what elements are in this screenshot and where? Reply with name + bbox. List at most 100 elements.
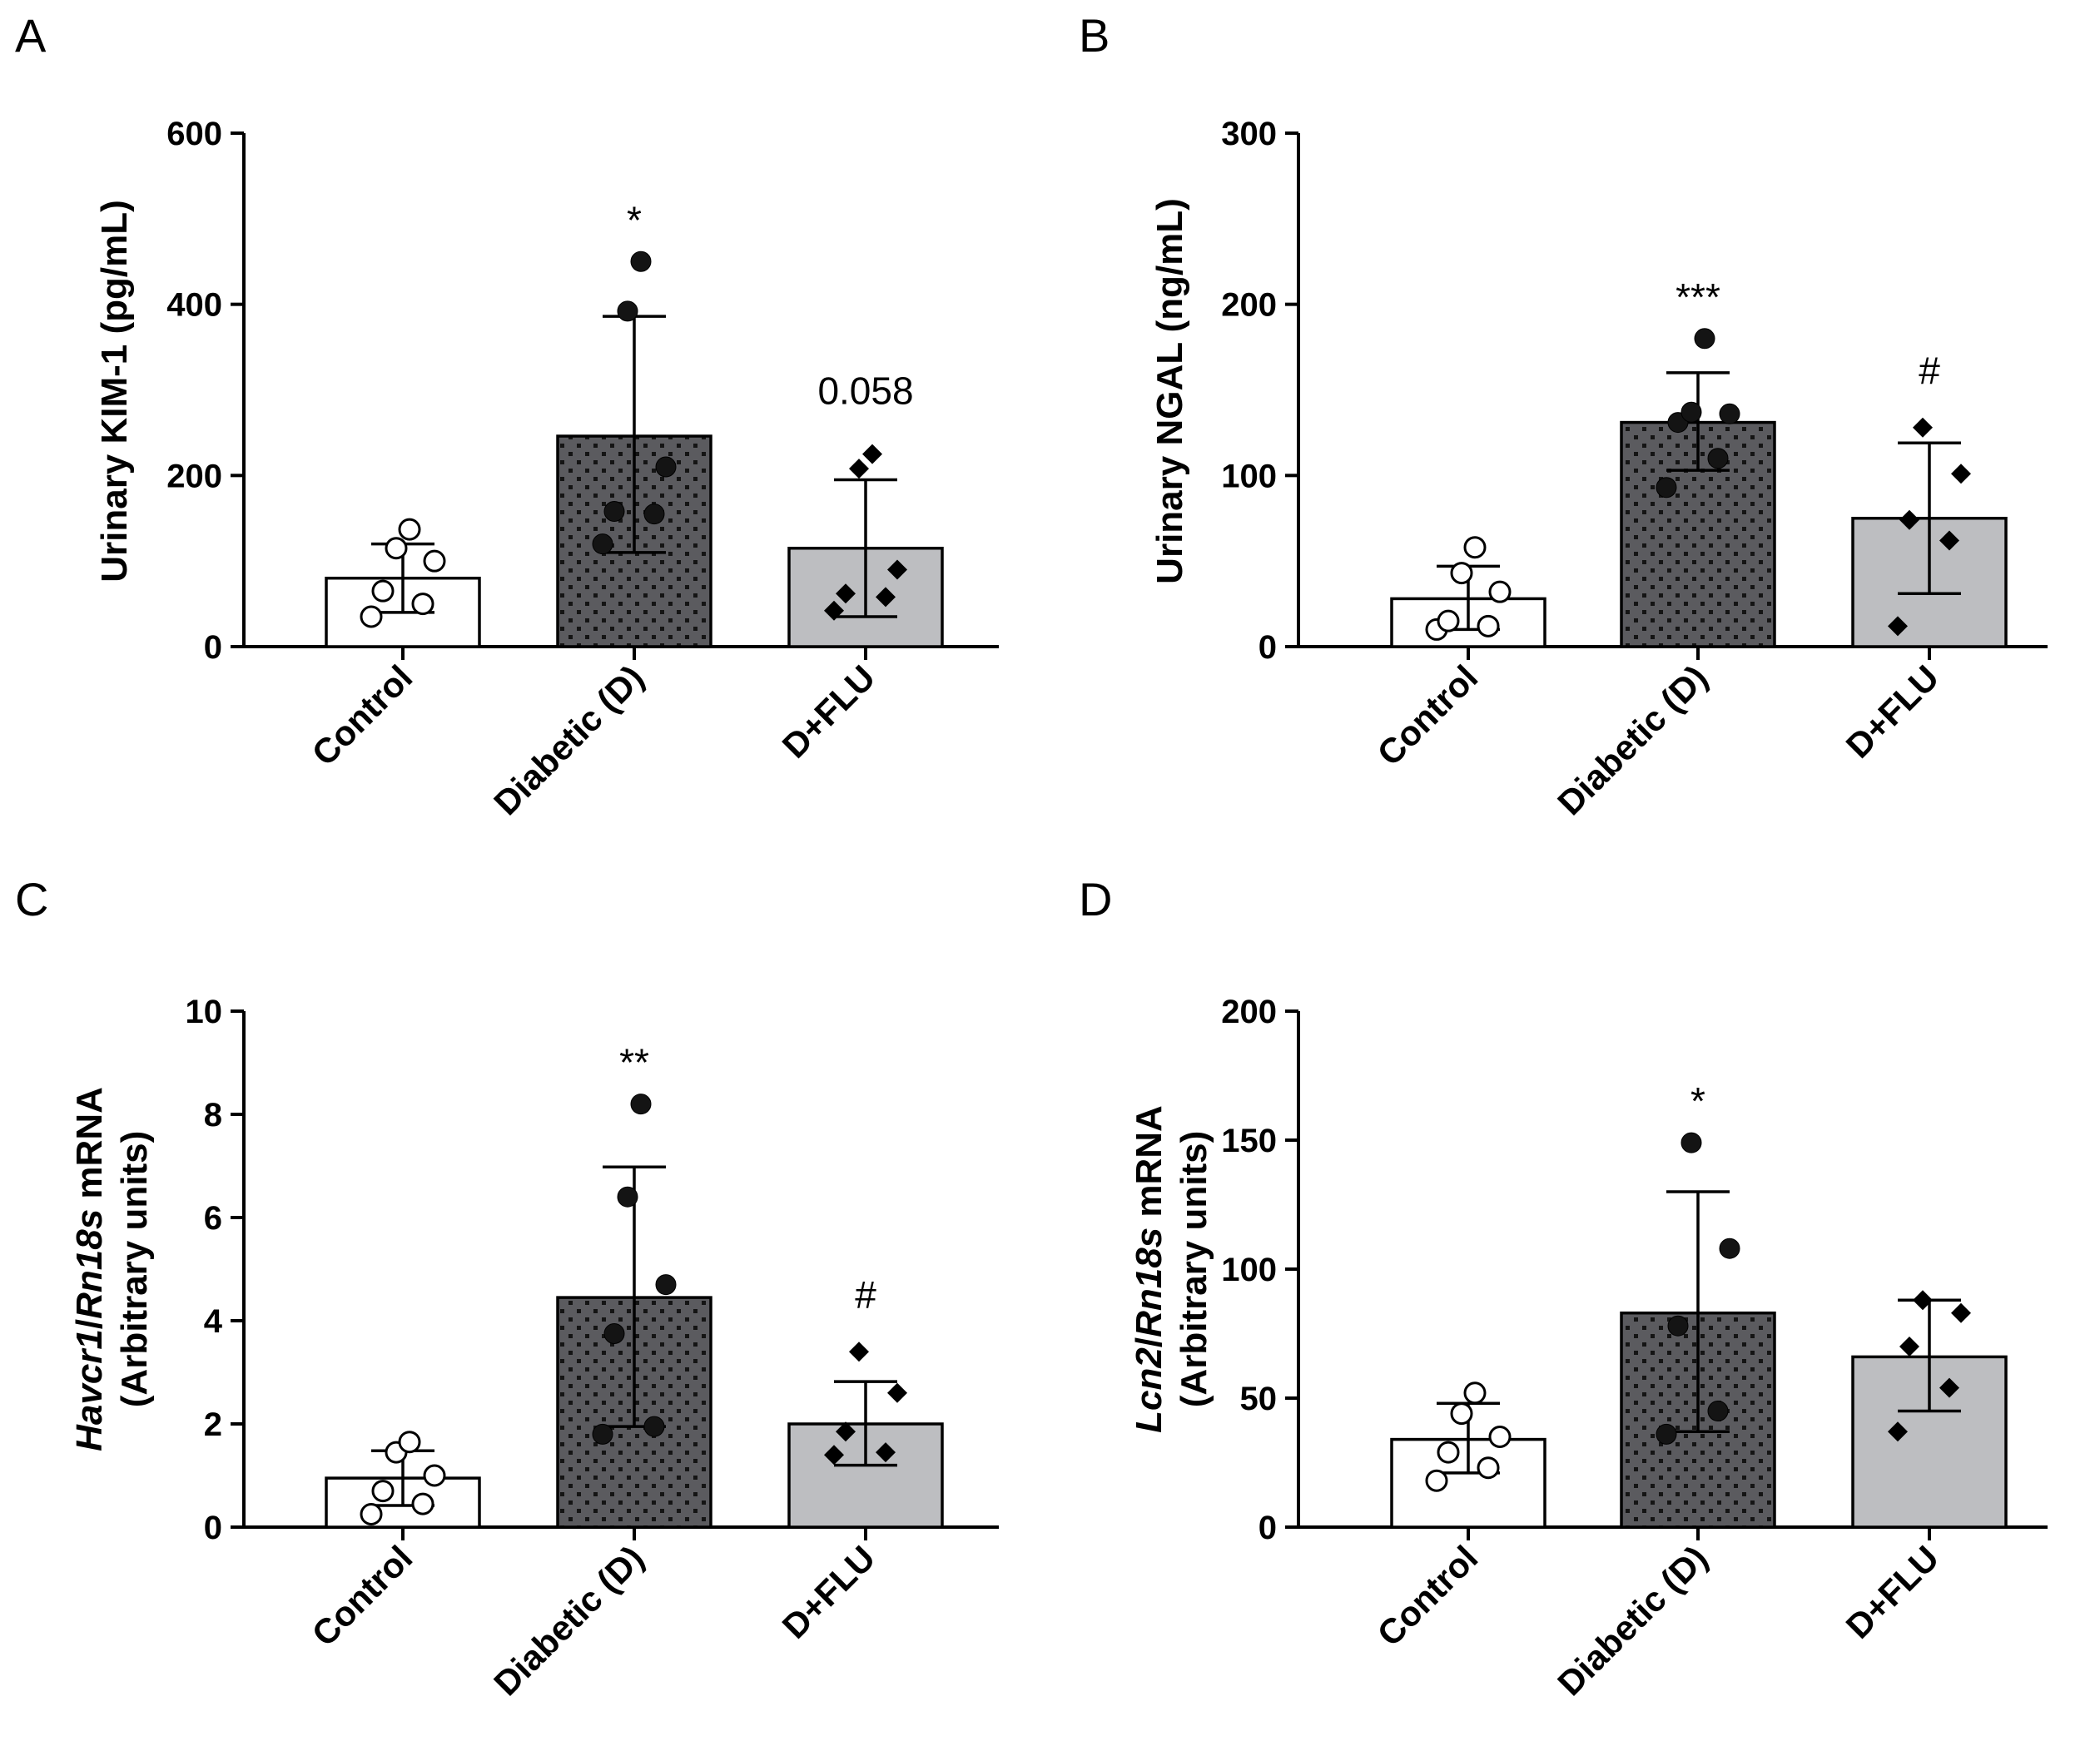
x-tick-label: D+FLU [1839, 1538, 1947, 1646]
panel-a: A 0 200 400 600 Urinary KIM-1 (pg/mL) Control D… [15, 9, 999, 822]
x-tick-label: Control [305, 657, 420, 773]
x-tick-label: Control [1370, 657, 1486, 773]
data-point [411, 1492, 434, 1515]
significance-annotation: *** [1676, 275, 1720, 319]
y-axis-label-line2: (Arbitrary units) [1174, 1131, 1214, 1407]
significance-annotation: * [627, 198, 642, 241]
data-point [849, 459, 869, 479]
data-point [630, 1094, 652, 1115]
data-point [371, 1480, 395, 1503]
data-point [360, 1503, 383, 1525]
y-tick-label: 0 [204, 629, 222, 666]
data-point [1477, 1456, 1500, 1480]
data-point [1899, 509, 1919, 530]
data-point [1450, 1402, 1473, 1426]
x-tick-label: D+FLU [1839, 657, 1947, 766]
data-point [1488, 580, 1512, 603]
y-tick-label: 50 [1240, 1381, 1278, 1417]
y-axis-label-line2: (Arbitrary units) [114, 1131, 155, 1407]
data-point [1463, 536, 1487, 559]
data-point [824, 600, 844, 621]
y-tick-label: 200 [1221, 994, 1277, 1030]
y-tick-label: 200 [1221, 287, 1277, 324]
y-axis-label: Urinary KIM-1 (pg/mL) [94, 200, 135, 583]
panel-letter: C [15, 873, 48, 925]
data-point [398, 518, 421, 541]
y-tick-label: 100 [1221, 458, 1277, 494]
data-point [1477, 614, 1500, 637]
y-axis-label: Lcn2/Rn18s mRNA [1129, 1105, 1169, 1433]
data-point [849, 1342, 869, 1362]
significance-annotation: # [855, 1273, 876, 1317]
data-point [876, 1442, 896, 1463]
data-point [1450, 562, 1473, 585]
panel-b: B 0 100 200 300 Urinary NGAL (ng/mL) Control Di… [1079, 9, 2048, 822]
x-tick-label: Control [1370, 1538, 1486, 1654]
y-tick-label: 0 [1259, 1510, 1277, 1546]
data-point [1707, 448, 1729, 469]
panel-d: D 0 50 100 150 200 Lcn2/Rn18s mRNA (Arbitrary u… [1079, 873, 2048, 1703]
data-point [617, 1186, 638, 1208]
data-point [1719, 403, 1740, 424]
y-tick-label: 6 [204, 1200, 222, 1237]
x-tick-label: D+FLU [775, 1538, 883, 1646]
data-point [411, 593, 434, 616]
data-point [1680, 1132, 1702, 1153]
data-point [1913, 1290, 1933, 1311]
x-tick-label: Diabetic (D) [1550, 1538, 1715, 1703]
data-point [1694, 328, 1715, 350]
panel-letter: A [15, 9, 47, 62]
data-point [1951, 1302, 1971, 1323]
data-point [1437, 1441, 1460, 1464]
data-point [1680, 401, 1702, 423]
data-point [360, 605, 383, 628]
y-tick-label: 0 [1259, 629, 1277, 666]
x-tick-label: Control [305, 1538, 420, 1654]
data-point [887, 559, 907, 580]
data-point [1899, 1337, 1919, 1357]
data-point [655, 456, 677, 478]
data-point [592, 533, 613, 555]
x-tick-label: D+FLU [775, 657, 883, 766]
data-point [836, 583, 856, 604]
data-point [423, 549, 446, 573]
data-point [887, 1382, 907, 1403]
significance-annotation: # [1919, 350, 1940, 393]
data-point [1913, 417, 1933, 438]
x-tick-label: Diabetic (D) [486, 657, 651, 822]
data-point [1656, 1423, 1677, 1445]
y-tick-label: 150 [1221, 1123, 1277, 1159]
data-point [1437, 609, 1460, 632]
data-point [1888, 1421, 1908, 1442]
y-axis-label: Havcr1/Rn18s mRNA [69, 1087, 110, 1451]
data-point [592, 1423, 613, 1445]
data-point [1425, 1469, 1448, 1492]
y-tick-label: 10 [186, 994, 223, 1030]
data-point [1939, 530, 1959, 551]
significance-annotation: * [1690, 1079, 1705, 1123]
data-point [603, 501, 625, 523]
y-tick-label: 4 [204, 1303, 223, 1340]
data-point [824, 1445, 844, 1466]
y-tick-label: 100 [1221, 1252, 1277, 1288]
data-point [876, 587, 896, 608]
data-point [1939, 1377, 1959, 1398]
panel-letter: D [1079, 873, 1112, 925]
data-point [630, 250, 652, 272]
data-point [1707, 1401, 1729, 1421]
y-tick-label: 200 [166, 458, 222, 494]
data-point [1951, 464, 1971, 484]
data-point [603, 1323, 625, 1344]
data-point [617, 300, 638, 322]
significance-annotation: ** [619, 1041, 649, 1084]
data-point [1719, 1238, 1740, 1259]
data-point [398, 1431, 421, 1454]
data-point [423, 1464, 446, 1487]
x-tick-label: Diabetic (D) [486, 1538, 651, 1703]
y-axis-label: Urinary NGAL (ng/mL) [1149, 198, 1190, 584]
data-point [1463, 1381, 1487, 1405]
data-point [1656, 477, 1677, 498]
data-point [371, 579, 395, 603]
y-tick-label: 600 [166, 116, 222, 152]
